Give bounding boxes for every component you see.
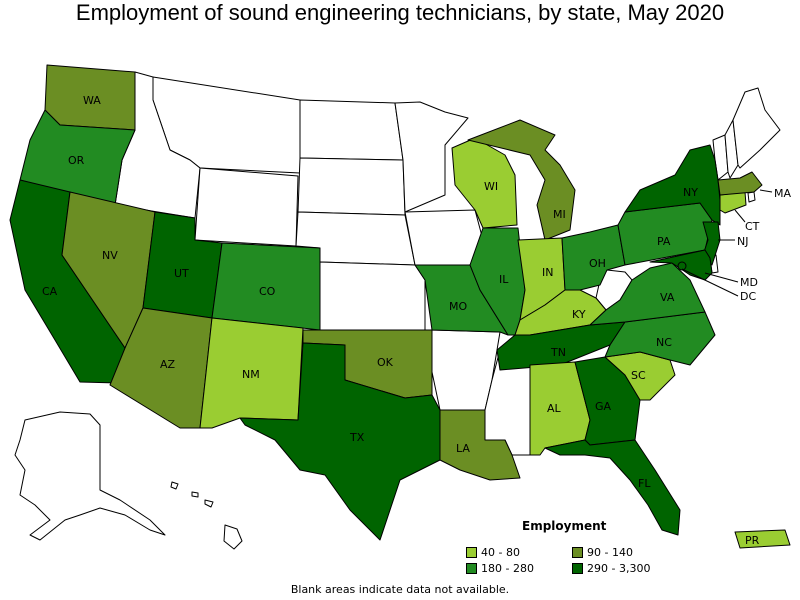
- label-TN: TN: [550, 346, 566, 359]
- legend-title: Employment: [522, 519, 607, 533]
- label-MI: MI: [553, 208, 566, 221]
- legend-swatch-3: [466, 563, 477, 574]
- label-OH: OH: [589, 257, 606, 270]
- label-NY: NY: [683, 186, 698, 199]
- label-CO: CO: [259, 285, 276, 298]
- legend-label-4: 290 - 3,300: [587, 562, 651, 575]
- label-LA: LA: [456, 442, 470, 455]
- label-CT: CT: [745, 220, 760, 233]
- state-OR: [19, 109, 136, 206]
- label-NM: NM: [242, 368, 260, 381]
- label-NC: NC: [656, 336, 672, 349]
- label-NV: NV: [102, 249, 118, 262]
- leader-line-ma: [759, 189, 773, 193]
- state-VA: [589, 262, 706, 326]
- state-TX: [239, 342, 441, 541]
- state-MN: [394, 101, 469, 213]
- label-DC: DC: [740, 290, 756, 303]
- state-HI: [170, 481, 243, 550]
- label-NJ: NJ: [737, 235, 748, 248]
- label-WI: WI: [484, 180, 498, 193]
- label-PA: PA: [657, 235, 671, 248]
- state-KS: [319, 261, 426, 331]
- state-NY: [624, 144, 721, 226]
- state-NH: [724, 119, 739, 179]
- state-DC: [677, 261, 687, 271]
- label-FL: FL: [638, 477, 651, 490]
- state-NC: [604, 311, 716, 366]
- legend-label-3: 180 - 280: [481, 562, 534, 575]
- label-CA: CA: [42, 285, 58, 298]
- state-MI: [467, 119, 576, 241]
- legend-item-1: 40 - 80: [466, 546, 520, 559]
- legend-swatch-2: [572, 547, 583, 558]
- state-FL: [544, 439, 681, 536]
- state-WY: [194, 167, 299, 247]
- label-TX: TX: [349, 431, 365, 444]
- label-IL: IL: [499, 273, 509, 286]
- leader-line-ct: [734, 209, 746, 223]
- label-GA: GA: [595, 400, 612, 413]
- legend-item-2: 90 - 140: [572, 546, 633, 559]
- legend-label-2: 90 - 140: [587, 546, 633, 559]
- state-LA: [439, 409, 521, 481]
- label-PR: PR: [745, 534, 760, 547]
- state-RI: [747, 191, 756, 203]
- label-AZ: AZ: [160, 358, 176, 371]
- legend-item-4: 290 - 3,300: [572, 562, 650, 575]
- map-title: Employment of sound engineering technici…: [75, 0, 725, 25]
- label-MD: MD: [740, 276, 758, 289]
- label-AL: AL: [547, 402, 562, 415]
- state-ME: [732, 87, 781, 169]
- label-WA: WA: [83, 94, 101, 107]
- state-AK: [14, 411, 166, 541]
- legend-swatch-4: [572, 563, 583, 574]
- label-MA: MA: [774, 187, 791, 200]
- label-VA: VA: [660, 291, 675, 304]
- leader-line-dc: [681, 268, 739, 297]
- label-UT: UT: [174, 267, 189, 280]
- label-IN: IN: [542, 266, 553, 279]
- state-SD: [297, 157, 406, 216]
- state-ND: [299, 99, 404, 161]
- state-IA: [404, 209, 484, 266]
- legend-item-3: 180 - 280: [466, 562, 534, 575]
- state-PR: [734, 529, 791, 549]
- leader-line-md: [704, 272, 739, 283]
- label-KY: KY: [572, 308, 586, 321]
- label-SC: SC: [631, 369, 646, 382]
- label-OK: OK: [377, 356, 394, 369]
- label-MO: MO: [449, 300, 467, 313]
- legend-swatch-1: [466, 547, 477, 558]
- footnote: Blank areas indicate data not available.: [290, 583, 510, 596]
- legend-label-1: 40 - 80: [481, 546, 520, 559]
- label-OR: OR: [68, 154, 85, 167]
- state-MA: [717, 171, 763, 196]
